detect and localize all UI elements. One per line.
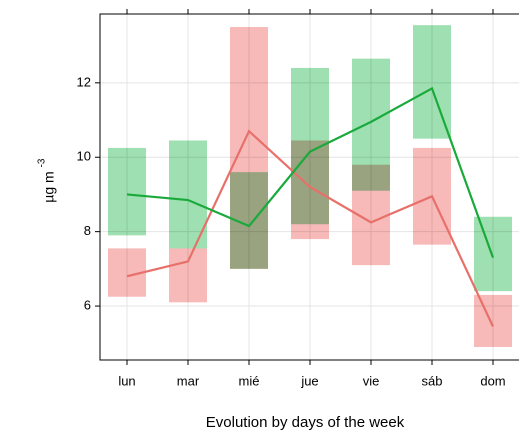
y-axis-label: µg m [41, 171, 57, 202]
y-axis-label-superscript: -3 [37, 158, 48, 167]
x-tick-label: mié [239, 373, 260, 388]
y-axis-label-group: µg m -3 [37, 158, 57, 203]
x-axis-label: Evolution by days of the week [206, 414, 405, 431]
band [474, 216, 512, 292]
x-tick-label: jue [300, 373, 318, 388]
band [352, 58, 390, 191]
x-tick-label: lun [118, 373, 135, 388]
band [474, 294, 512, 347]
y-tick-label: 12 [77, 74, 91, 89]
band [169, 140, 207, 249]
y-tick-label: 6 [84, 297, 91, 312]
x-tick-label: mar [177, 373, 200, 388]
line [126, 86, 495, 259]
x-tick-label: vie [363, 373, 380, 388]
line [126, 129, 494, 327]
x-tick-label: sáb [422, 373, 443, 388]
y-tick-label: 10 [77, 149, 91, 164]
y-tick-label: 8 [84, 223, 91, 238]
band [413, 25, 451, 139]
band [108, 147, 146, 236]
band [169, 248, 207, 303]
x-tick-label: dom [480, 373, 505, 388]
